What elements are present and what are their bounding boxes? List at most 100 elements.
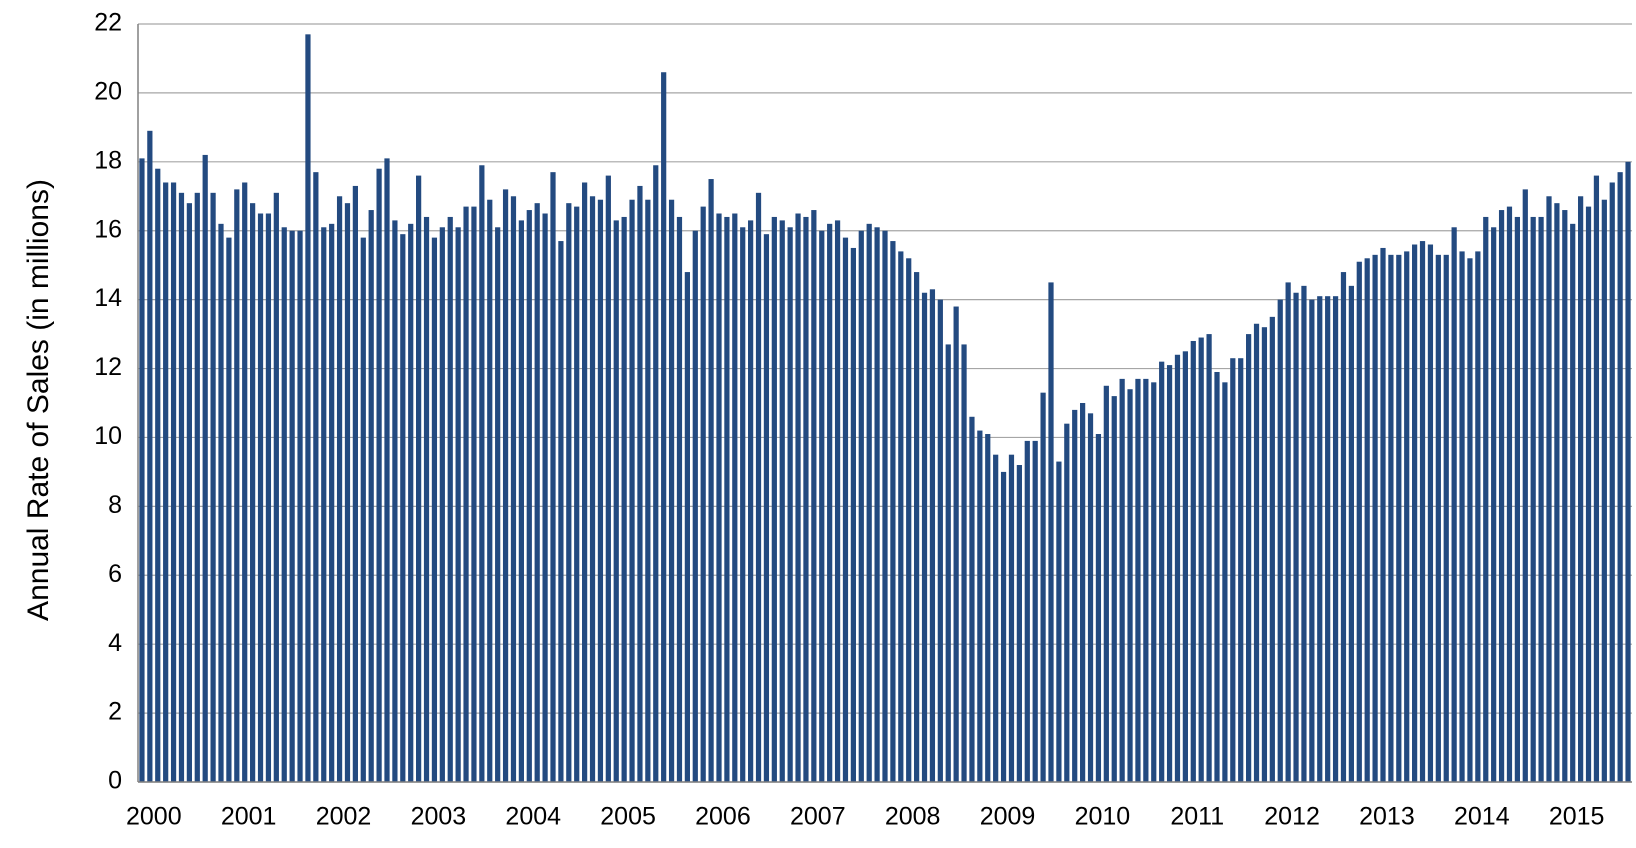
bar [1072,409,1078,782]
bar [1301,285,1307,782]
bar [487,199,493,782]
x-tick-label: 2009 [980,803,1036,831]
x-tick-label: 2013 [1359,803,1415,831]
bar [1522,189,1528,782]
bar [1222,382,1228,782]
y-tick-label: 20 [94,78,122,106]
y-tick-label: 6 [108,560,122,588]
bar [1443,254,1449,782]
bar [558,241,564,783]
bar [819,230,825,782]
bar [1024,440,1030,782]
bar [811,210,817,782]
bar [724,216,730,783]
bar [455,227,461,783]
bar [1388,254,1394,782]
bar [1174,354,1181,782]
bar [1087,413,1094,782]
bar [1427,244,1434,782]
bar [218,223,224,782]
bar [265,213,272,782]
bar [597,199,604,782]
x-tick-label: 2007 [790,803,846,831]
bar [352,185,358,782]
bar [463,206,469,783]
bar [518,220,524,782]
bar [1008,454,1015,782]
bar [360,237,366,783]
bar [1277,299,1283,782]
bar [1095,434,1102,782]
bar [827,223,833,782]
x-tick-label: 2001 [221,803,277,831]
bar [1578,196,1584,783]
bar [1317,296,1323,782]
bar [890,241,896,783]
bar [305,34,311,782]
bar [1040,392,1046,782]
bar [1546,196,1552,783]
bar [384,158,390,782]
bar [376,168,382,782]
bar [621,216,627,783]
bar [668,199,675,782]
bar [321,227,327,783]
bar [993,454,999,782]
bar [1538,216,1544,783]
x-tick-label: 2000 [126,803,182,831]
bar [423,216,430,783]
bar [313,172,319,782]
bar [740,227,746,783]
bar [629,199,635,782]
x-tick-label: 2010 [1075,803,1131,831]
bar [771,216,777,783]
x-tick-label: 2004 [505,803,561,831]
x-tick-label: 2008 [885,803,941,831]
x-tick-label: 2014 [1454,803,1510,831]
bar [1475,251,1481,782]
bar [676,216,683,783]
bar [1127,389,1133,782]
bar [139,158,145,782]
bar [937,299,943,782]
bar [1151,382,1157,782]
x-tick-label: 2006 [695,803,751,831]
bar [1364,258,1370,783]
bar [542,213,548,782]
bar [653,165,659,782]
bar [961,344,967,782]
bar [1483,216,1489,783]
bar [1491,227,1497,783]
bar [1048,282,1054,782]
y-tick-label: 18 [94,146,122,174]
bar [1325,296,1331,782]
bar [163,182,169,782]
bar [534,203,540,782]
x-tick-label: 2002 [316,803,372,831]
bar [1554,203,1560,782]
bar [186,203,192,782]
bar [589,196,596,783]
bar [408,223,414,782]
bar [1119,378,1125,782]
bar [1064,423,1070,782]
bar [170,182,177,782]
bar [1159,361,1165,782]
y-tick-label: 22 [94,9,122,37]
bar [550,172,556,782]
bar [929,289,936,782]
bar [210,192,216,782]
bar [763,234,770,782]
bar [574,206,580,783]
bar [1404,251,1410,782]
bar [945,344,951,782]
bar [273,192,279,782]
x-tick-label: 2015 [1549,803,1605,831]
bar [1593,175,1600,783]
bar [1570,223,1576,782]
bar [1206,334,1212,782]
bar [178,192,185,782]
bar [977,430,983,782]
